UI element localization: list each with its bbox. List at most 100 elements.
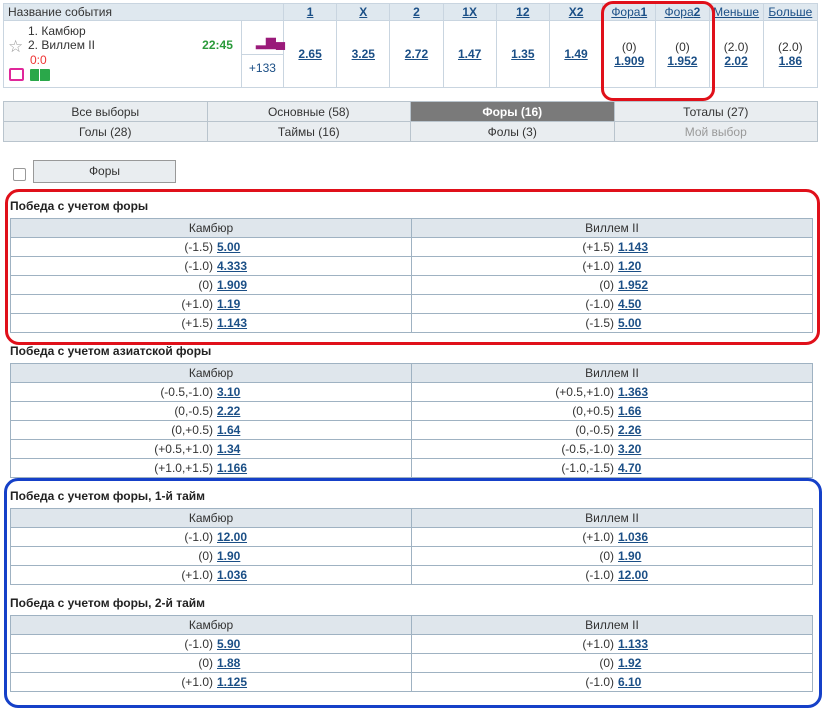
- col-header-over[interactable]: Больше: [768, 5, 813, 19]
- fora1-handicap: (0): [621, 40, 637, 54]
- handicap-label: (+1.0): [582, 637, 614, 651]
- tab-handicaps[interactable]: Форы (16): [410, 101, 615, 122]
- handicap-label: (+1.0,+1.5): [154, 461, 213, 475]
- event-name-header: Название события: [2, 3, 285, 21]
- odd-link[interactable]: 3.10: [217, 385, 241, 399]
- under-total: (2.0): [723, 40, 749, 54]
- table-row: (-1.0) 5.90 (+1.0) 1.133: [10, 634, 813, 654]
- odd-link[interactable]: 1.92: [618, 656, 642, 670]
- col-header-fora2[interactable]: Фора2: [664, 5, 701, 19]
- odd-link[interactable]: 5.90: [217, 637, 241, 651]
- odd-link[interactable]: 1.125: [217, 675, 248, 689]
- bar-chart-icon[interactable]: ▂▆▄: [255, 34, 286, 49]
- under-odd[interactable]: 2.02: [724, 54, 748, 68]
- odd-link[interactable]: 3.20: [618, 442, 642, 456]
- odd-1x[interactable]: 1.47: [457, 47, 482, 61]
- team1-name: 1. Камбюр: [28, 24, 86, 38]
- odd-link[interactable]: 1.66: [618, 404, 642, 418]
- away-team-header: Виллем II: [411, 508, 813, 528]
- odd-link[interactable]: 1.88: [217, 656, 241, 670]
- team2-name: 2. Виллем II: [28, 38, 95, 52]
- home-team-header: Камбюр: [10, 218, 412, 238]
- table-row: (0,-0.5) 2.22 (0,+0.5) 1.66: [10, 401, 813, 421]
- odd-12[interactable]: 1.35: [511, 47, 535, 61]
- tab-goals[interactable]: Голы (28): [3, 121, 208, 142]
- tab-main[interactable]: Основные (58): [206, 101, 411, 122]
- over-total: (2.0): [778, 40, 803, 54]
- handicap-label: (+1.0): [181, 568, 213, 582]
- handicap-label: (-1.5): [585, 316, 614, 330]
- odd-link[interactable]: 1.34: [217, 442, 241, 456]
- handicap-label: (-1.0): [184, 530, 213, 544]
- odd-link[interactable]: 12.00: [618, 568, 649, 582]
- handicap-label: (-1.0): [585, 675, 614, 689]
- odd-link[interactable]: 12.00: [217, 530, 248, 544]
- fora-highlight-box: [601, 1, 715, 101]
- home-team-header: Камбюр: [10, 363, 412, 383]
- odd-link[interactable]: 4.50: [618, 297, 642, 311]
- odd-link[interactable]: 6.10: [618, 675, 642, 689]
- odd-1[interactable]: 2.65: [298, 47, 322, 61]
- handicap-label: (+1.5): [582, 240, 614, 254]
- more-markets-link[interactable]: +133: [248, 61, 276, 75]
- odd-link[interactable]: 5.00: [217, 240, 241, 254]
- odd-link[interactable]: 1.143: [217, 316, 248, 330]
- odd-link[interactable]: 1.363: [618, 385, 649, 399]
- odd-link[interactable]: 1.133: [618, 637, 649, 651]
- market-table-asian-handicap: Камбюр Виллем II (-0.5,-1.0) 3.10 (+0.5,+1…: [10, 363, 813, 478]
- over-odd[interactable]: 1.86: [778, 54, 803, 68]
- odd-link[interactable]: 1.19: [217, 297, 241, 311]
- tv-icon[interactable]: [9, 68, 24, 81]
- market-table-second-half: Камбюр Виллем II (-1.0) 5.90 (+1.0) 1.133 (…: [10, 615, 813, 692]
- odd-link[interactable]: 4.70: [618, 461, 642, 475]
- odd-link[interactable]: 1.036: [618, 530, 649, 544]
- away-team-header: Виллем II: [411, 363, 813, 383]
- fora1-odd[interactable]: 1.909: [614, 54, 645, 68]
- odd-x2[interactable]: 1.49: [564, 47, 588, 61]
- odd-link[interactable]: 5.00: [618, 316, 642, 330]
- handicap-label: (-1.0): [585, 568, 614, 582]
- odd-x[interactable]: 3.25: [351, 47, 375, 61]
- odd-link[interactable]: 1.143: [618, 240, 649, 254]
- col-header-under[interactable]: Меньше: [713, 5, 760, 19]
- odd-link[interactable]: 2.26: [618, 423, 642, 437]
- table-row: (+1.0) 1.125 (-1.0) 6.10: [10, 672, 813, 692]
- fora-filter-button[interactable]: Форы: [33, 160, 176, 183]
- handicap-label: (0,+0.5): [171, 423, 213, 437]
- handicap-label: (0): [599, 549, 614, 563]
- tab-my-choice[interactable]: Мой выбор: [613, 121, 818, 142]
- fora2-odd[interactable]: 1.952: [667, 54, 698, 68]
- col-header-2[interactable]: 2: [413, 5, 420, 19]
- tab-fouls[interactable]: Фолы (3): [410, 121, 615, 142]
- handicap-label: (-1.0): [585, 297, 614, 311]
- event-info: ☆ 1. Камбюр 2. Виллем II 0:0 22:45: [3, 20, 242, 88]
- odd-2[interactable]: 2.72: [404, 47, 429, 61]
- tab-totals[interactable]: Тоталы (27): [613, 101, 818, 122]
- odd-link[interactable]: 4.333: [217, 259, 248, 273]
- col-header-fora1[interactable]: Фора1: [611, 5, 648, 19]
- odd-link[interactable]: 1.90: [618, 549, 642, 563]
- odd-link[interactable]: 1.20: [618, 259, 642, 273]
- odd-link[interactable]: 1.036: [217, 568, 248, 582]
- table-row: (-1.0) 4.333 (+1.0) 1.20: [10, 256, 813, 276]
- col-header-x2[interactable]: X2: [568, 5, 584, 19]
- tab-halves[interactable]: Таймы (16): [206, 121, 411, 142]
- odd-link[interactable]: 1.64: [217, 423, 241, 437]
- stats-cell: ▂▆▄ +133: [240, 20, 286, 88]
- col-header-1[interactable]: 1: [306, 5, 314, 19]
- col-header-x[interactable]: X: [359, 5, 368, 19]
- odd-link[interactable]: 1.166: [217, 461, 248, 475]
- table-row: (+1.5) 1.143 (-1.5) 5.00: [10, 313, 813, 333]
- tab-all[interactable]: Все выборы: [3, 101, 208, 122]
- col-header-1x[interactable]: 1X: [462, 5, 478, 19]
- handicap-label: (0,-0.5): [575, 423, 614, 437]
- col-header-12[interactable]: 12: [516, 5, 530, 19]
- odd-link[interactable]: 1.90: [217, 549, 241, 563]
- filter-checkbox[interactable]: [13, 168, 26, 181]
- halves-highlight-box: [4, 478, 822, 708]
- odd-link[interactable]: 1.909: [217, 278, 248, 292]
- odd-link[interactable]: 2.22: [217, 404, 241, 418]
- odd-link[interactable]: 1.952: [618, 278, 649, 292]
- star-icon[interactable]: ☆: [8, 37, 24, 56]
- football-field-icon[interactable]: [30, 69, 50, 81]
